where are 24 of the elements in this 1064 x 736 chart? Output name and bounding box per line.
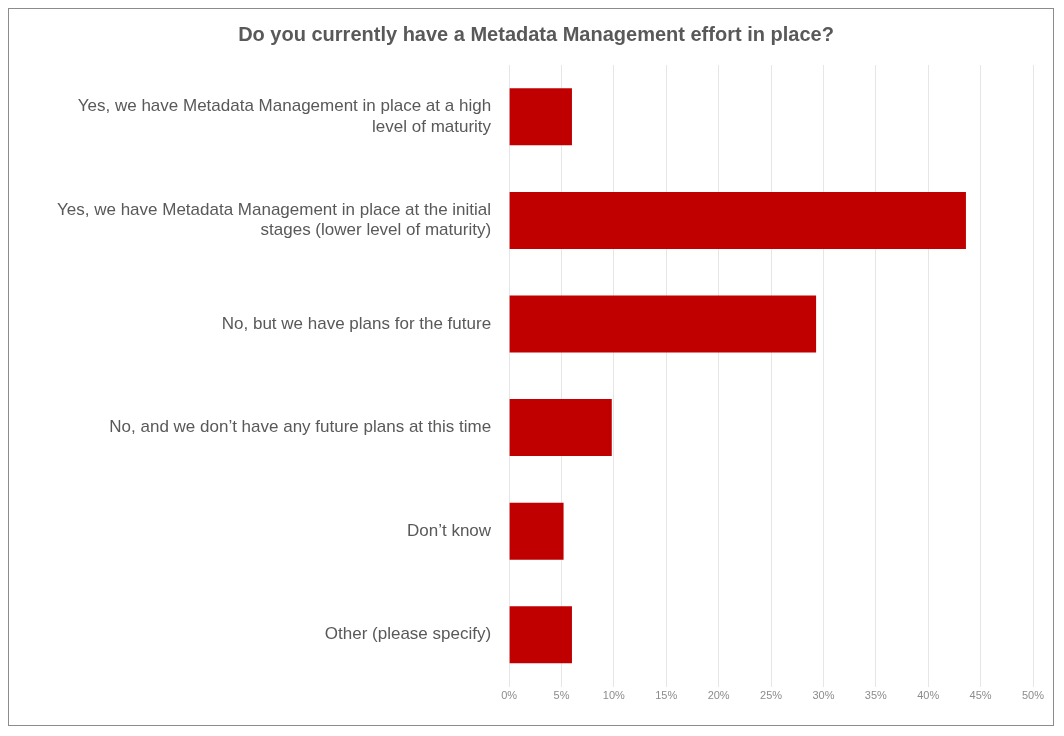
y-tick-label: No, but we have plans for the future xyxy=(221,313,492,333)
x-tick-label: 45% xyxy=(969,689,992,702)
x-tick-label: 30% xyxy=(812,689,835,702)
bar xyxy=(509,88,572,146)
bar xyxy=(509,399,612,457)
x-tick-label: 35% xyxy=(864,689,888,702)
x-tick-label: 20% xyxy=(707,689,730,702)
x-tick-label: 25% xyxy=(760,689,783,702)
x-tick-label: 5% xyxy=(553,689,570,702)
bar xyxy=(509,502,564,560)
x-tick-label: 10% xyxy=(602,689,626,702)
y-tick-label: Don’t know xyxy=(406,520,492,540)
bar xyxy=(509,191,966,249)
y-tick-label: Yes, we have Metadata Management in place at a high level of maturity xyxy=(77,96,492,136)
x-tick-label: 15% xyxy=(655,689,678,702)
y-tick-label: Other (please specify) xyxy=(324,624,492,644)
y-tick-label: Yes, we have Metadata Management in place at the initial stages (lower level of maturity) xyxy=(57,199,492,240)
x-tick-label: 40% xyxy=(917,689,940,702)
x-tick-label: 0% xyxy=(501,689,518,702)
chart-title: Do you currently have a Metadata Management effort in place? xyxy=(238,22,834,45)
bar xyxy=(509,295,817,353)
bar xyxy=(509,606,572,664)
y-tick-label: No, and we don’t have any future plans at this time xyxy=(109,417,492,437)
x-tick-label: 50% xyxy=(1021,689,1045,702)
